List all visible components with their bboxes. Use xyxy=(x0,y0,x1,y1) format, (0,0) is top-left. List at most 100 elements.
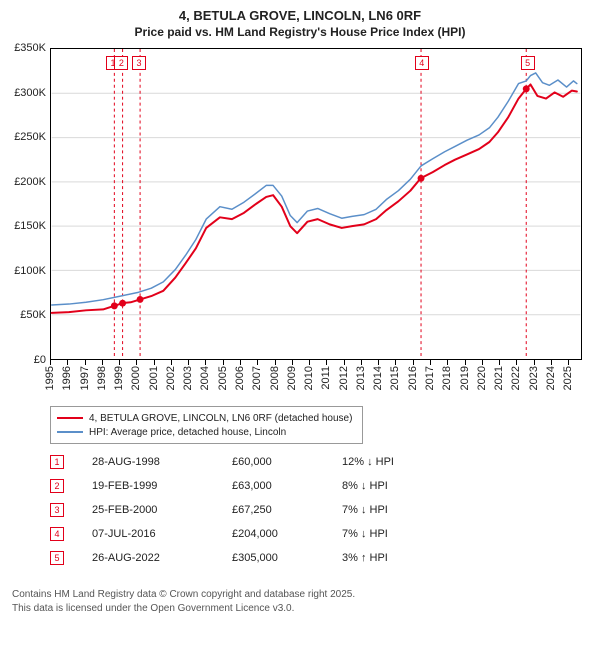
x-axis-tick-mark xyxy=(171,360,172,365)
event-marker: 3 xyxy=(132,56,146,70)
x-axis-tick-label: 2015 xyxy=(389,366,401,390)
x-axis-tick-label: 2016 xyxy=(407,366,419,390)
x-axis-tick-mark xyxy=(102,360,103,365)
event-table-index-box: 5 xyxy=(50,551,64,565)
event-table-price: £305,000 xyxy=(232,552,342,564)
x-axis-tick-mark xyxy=(413,360,414,365)
x-axis-tick-mark xyxy=(447,360,448,365)
event-table-row: 325-FEB-2000£67,2507% ↓ HPI xyxy=(50,498,452,522)
x-axis-tick-label: 1995 xyxy=(44,366,56,390)
y-axis-tick-label: £300K xyxy=(4,87,46,99)
chart-plot-area xyxy=(50,48,582,360)
x-axis-tick-label: 2025 xyxy=(562,366,574,390)
x-axis-tick-mark xyxy=(361,360,362,365)
x-axis-tick-label: 2013 xyxy=(355,366,367,390)
event-table-price: £63,000 xyxy=(232,480,342,492)
x-axis-tick-label: 2011 xyxy=(320,366,332,390)
legend-label: 4, BETULA GROVE, LINCOLN, LN6 0RF (detac… xyxy=(89,413,352,424)
y-axis-tick-label: £100K xyxy=(4,265,46,277)
event-table-delta: 7% ↓ HPI xyxy=(342,528,452,540)
legend-label: HPI: Average price, detached house, Linc… xyxy=(89,427,286,438)
event-table-row: 407-JUL-2016£204,0007% ↓ HPI xyxy=(50,522,452,546)
y-axis-tick-label: £350K xyxy=(4,42,46,54)
event-table-date: 19-FEB-1999 xyxy=(92,480,232,492)
event-marker: 5 xyxy=(521,56,535,70)
x-axis-tick-label: 1999 xyxy=(113,366,125,390)
event-marker: 4 xyxy=(415,56,429,70)
x-axis-tick-mark xyxy=(67,360,68,365)
legend-item: 4, BETULA GROVE, LINCOLN, LN6 0RF (detac… xyxy=(57,411,352,425)
x-axis-tick-label: 2021 xyxy=(493,366,505,390)
y-axis-tick-label: £150K xyxy=(4,220,46,232)
event-table-date: 26-AUG-2022 xyxy=(92,552,232,564)
event-table: 1 28-AUG-1998£60,00012% ↓ HPI 219-FEB-1999… xyxy=(50,450,452,570)
x-axis-tick-label: 2001 xyxy=(148,366,160,390)
x-axis-tick-label: 2002 xyxy=(165,366,177,390)
x-axis-tick-label: 2009 xyxy=(286,366,298,390)
event-table-index-box: 1 xyxy=(50,455,64,469)
x-axis-tick-label: 2008 xyxy=(269,366,281,390)
x-axis-tick-mark xyxy=(119,360,120,365)
chart-title-line2: Price paid vs. HM Land Registry's House … xyxy=(10,25,590,39)
x-axis-tick-mark xyxy=(326,360,327,365)
event-table-row: 5 26-AUG-2022£305,0003% ↑ HPI xyxy=(50,546,452,570)
x-axis-tick-label: 2003 xyxy=(182,366,194,390)
x-axis-tick-label: 2000 xyxy=(130,366,142,390)
event-table-row: 1 28-AUG-1998£60,00012% ↓ HPI xyxy=(50,450,452,474)
event-table-delta: 12% ↓ HPI xyxy=(342,456,452,468)
legend-item: HPI: Average price, detached house, Linc… xyxy=(57,425,352,439)
x-axis-tick-label: 2023 xyxy=(528,366,540,390)
event-table-date: 28-AUG-1998 xyxy=(92,456,232,468)
x-axis-tick-mark xyxy=(499,360,500,365)
x-axis-tick-label: 2005 xyxy=(217,366,229,390)
event-table-price: £67,250 xyxy=(232,504,342,516)
x-axis-tick-mark xyxy=(465,360,466,365)
x-axis-tick-label: 2012 xyxy=(338,366,350,390)
event-table-delta: 8% ↓ HPI xyxy=(342,480,452,492)
x-axis-tick-label: 2007 xyxy=(251,366,263,390)
x-axis-tick-mark xyxy=(85,360,86,365)
x-axis-tick-mark xyxy=(568,360,569,365)
event-table-row: 219-FEB-1999£63,0008% ↓ HPI xyxy=(50,474,452,498)
chart-title-line1: 4, BETULA GROVE, LINCOLN, LN6 0RF xyxy=(10,8,590,23)
x-axis-tick-label: 2004 xyxy=(199,366,211,390)
y-axis-tick-label: £50K xyxy=(4,309,46,321)
event-table-price: £204,000 xyxy=(232,528,342,540)
legend-swatch xyxy=(57,431,83,433)
x-axis-tick-mark xyxy=(257,360,258,365)
x-axis-tick-mark xyxy=(292,360,293,365)
x-axis-tick-mark xyxy=(240,360,241,365)
x-axis-tick-label: 2024 xyxy=(545,366,557,390)
legend: 4, BETULA GROVE, LINCOLN, LN6 0RF (detac… xyxy=(50,406,363,444)
x-axis-tick-mark xyxy=(205,360,206,365)
x-axis-tick-label: 2017 xyxy=(424,366,436,390)
event-table-delta: 7% ↓ HPI xyxy=(342,504,452,516)
x-axis-tick-mark xyxy=(430,360,431,365)
event-table-date: 07-JUL-2016 xyxy=(92,528,232,540)
event-table-delta: 3% ↑ HPI xyxy=(342,552,452,564)
x-axis-tick-label: 1997 xyxy=(79,366,91,390)
x-axis-tick-mark xyxy=(154,360,155,365)
legend-swatch xyxy=(57,417,83,419)
x-axis-tick-mark xyxy=(551,360,552,365)
x-axis-tick-mark xyxy=(516,360,517,365)
footer-line: This data is licensed under the Open Gov… xyxy=(12,602,588,616)
y-axis-tick-label: £250K xyxy=(4,131,46,143)
x-axis-tick-label: 1998 xyxy=(96,366,108,390)
x-axis-tick-mark xyxy=(482,360,483,365)
x-axis-tick-mark xyxy=(136,360,137,365)
x-axis-tick-label: 2010 xyxy=(303,366,315,390)
chart-title-block: 4, BETULA GROVE, LINCOLN, LN6 0RF Price … xyxy=(0,0,600,43)
event-table-index-box: 3 xyxy=(50,503,64,517)
x-axis-tick-mark xyxy=(309,360,310,365)
x-axis-tick-mark xyxy=(378,360,379,365)
x-axis-tick-label: 2019 xyxy=(459,366,471,390)
x-axis-tick-mark xyxy=(395,360,396,365)
event-table-price: £60,000 xyxy=(232,456,342,468)
x-axis-tick-label: 2006 xyxy=(234,366,246,390)
x-axis-tick-label: 2014 xyxy=(372,366,384,390)
x-axis-tick-label: 2018 xyxy=(441,366,453,390)
x-axis-tick-mark xyxy=(344,360,345,365)
x-axis-tick-mark xyxy=(188,360,189,365)
x-axis-tick-mark xyxy=(534,360,535,365)
